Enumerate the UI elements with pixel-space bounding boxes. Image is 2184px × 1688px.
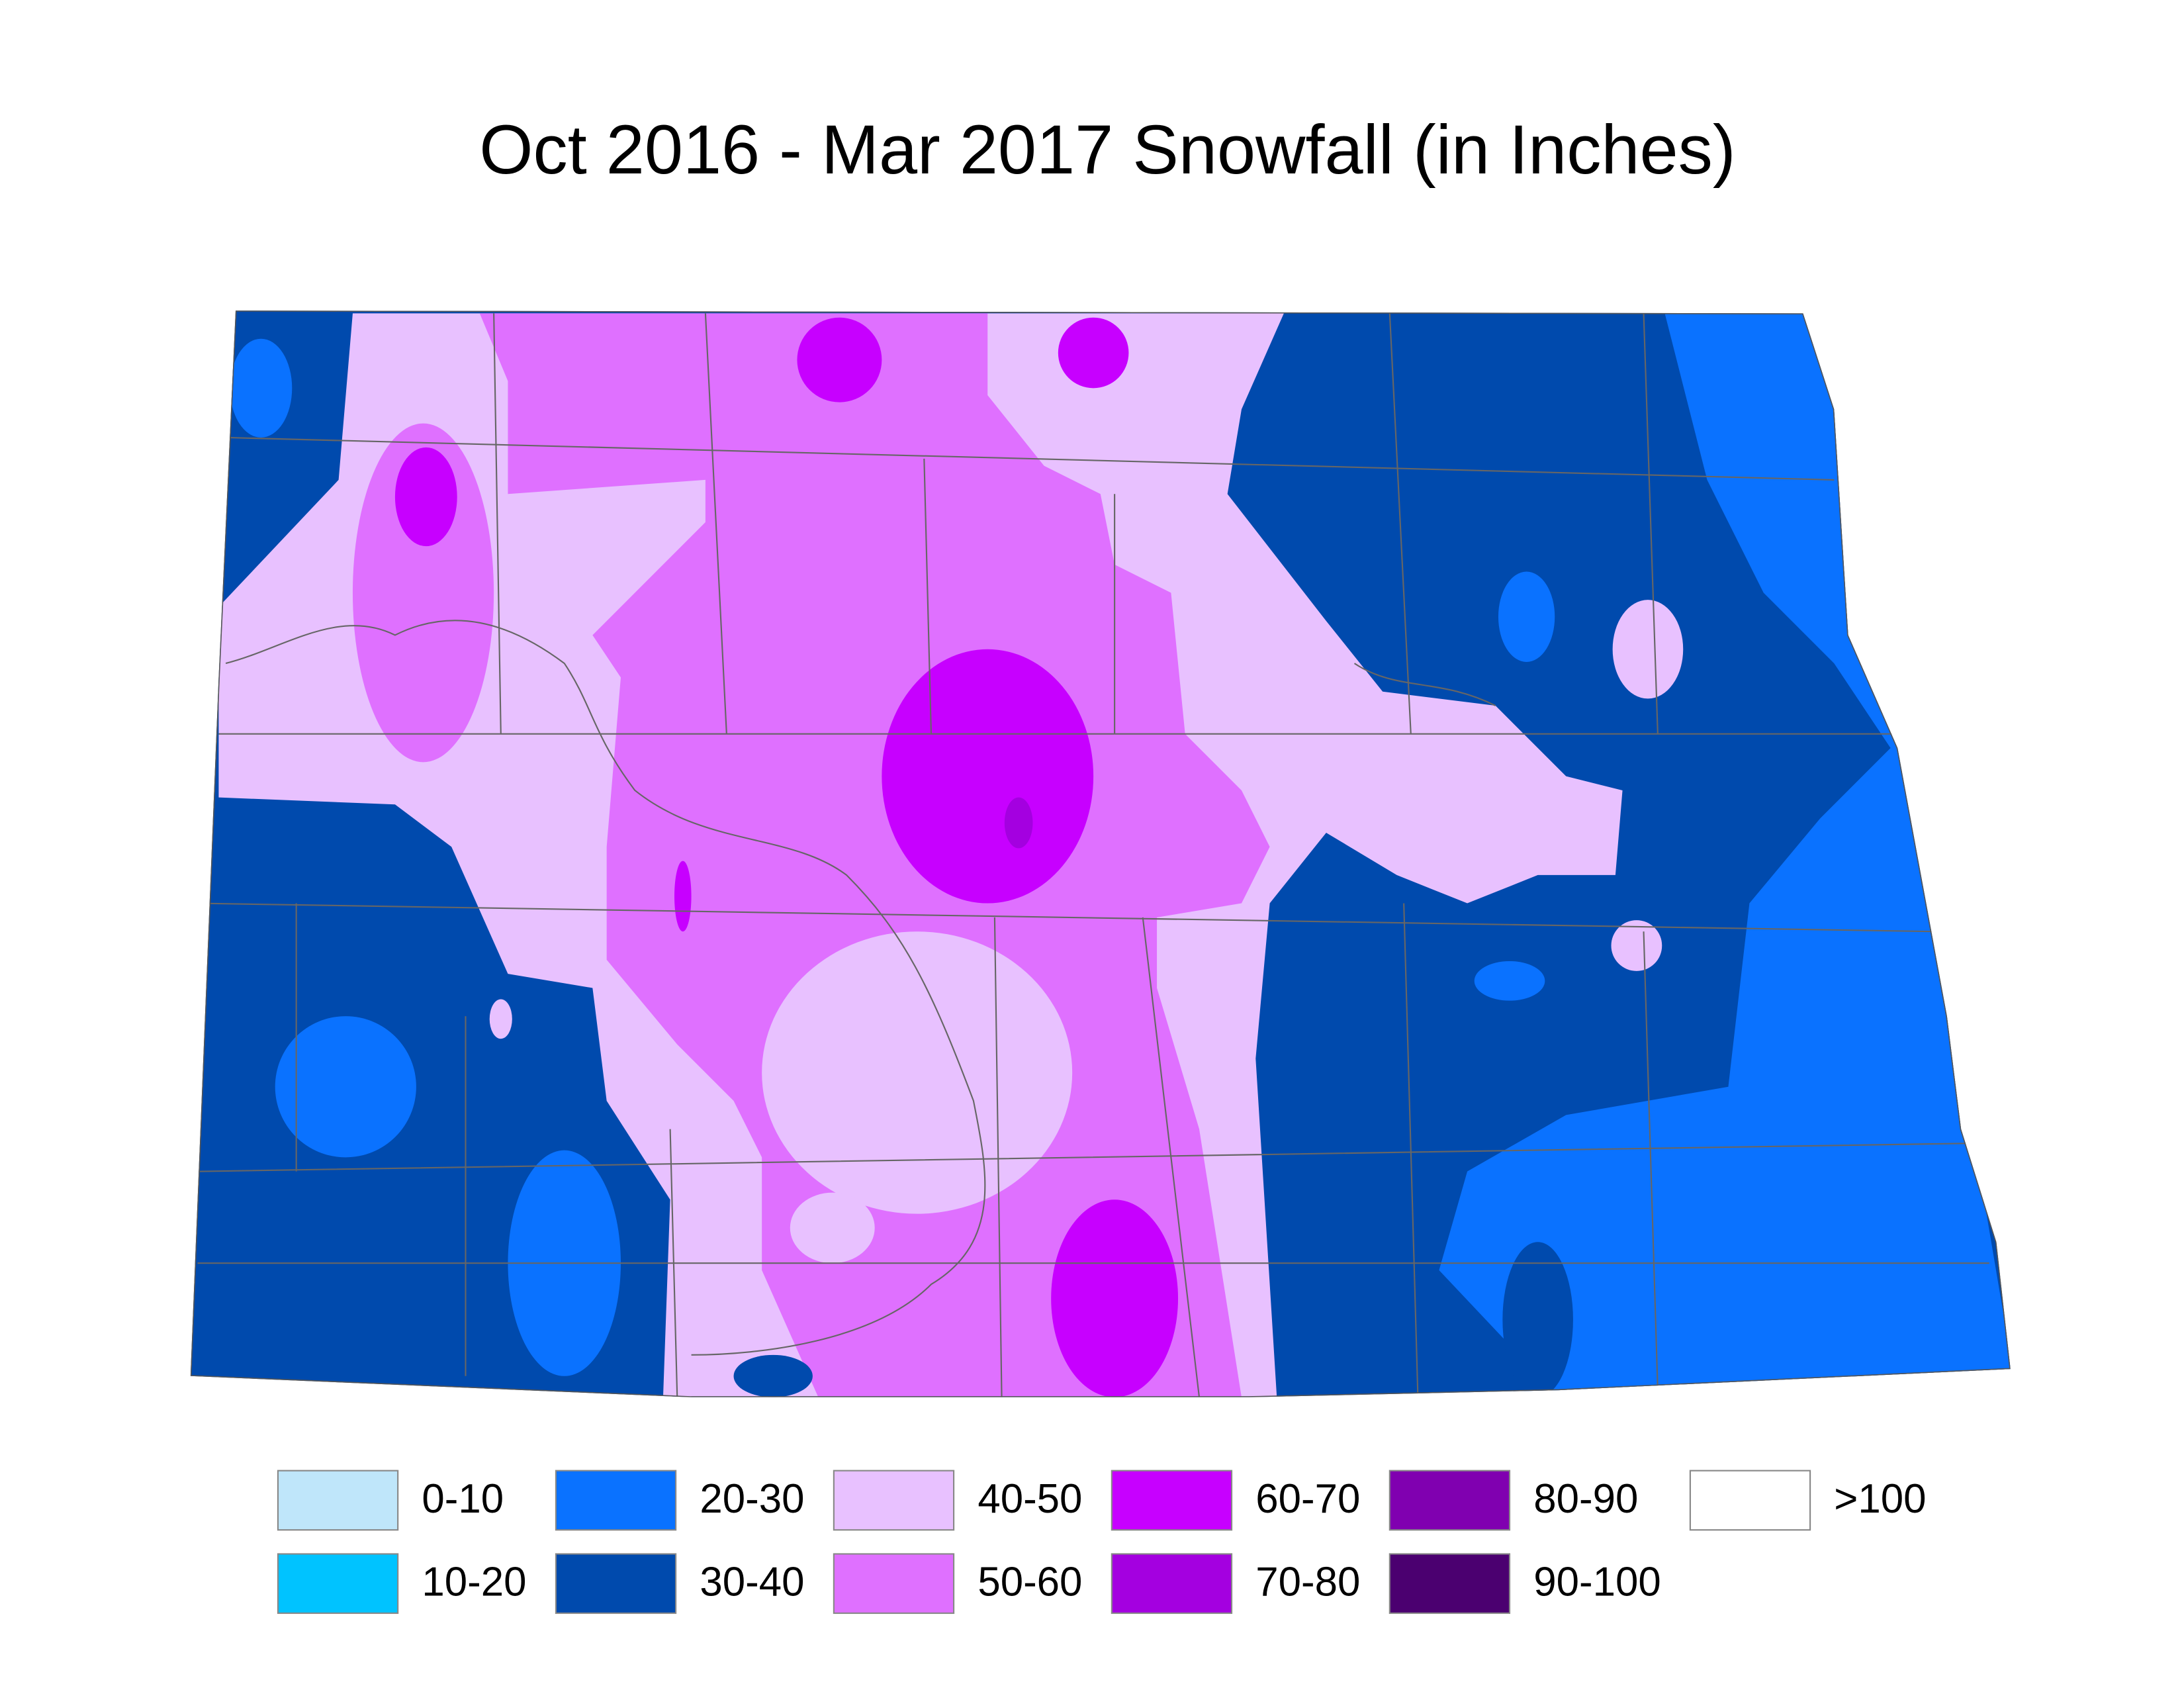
legend-label: 0-10 (422, 1476, 504, 1522)
legend-label: 80-90 (1533, 1476, 1638, 1522)
region (230, 338, 293, 438)
legend-swatch (277, 1553, 399, 1615)
legend-swatch (1388, 1553, 1511, 1615)
legend-label: 90-100 (1533, 1560, 1661, 1605)
legend-swatch (1388, 1470, 1511, 1531)
region (1502, 1242, 1573, 1397)
legend-label: 50-60 (978, 1560, 1082, 1605)
region (1058, 317, 1129, 389)
legend-label: 40-50 (978, 1476, 1082, 1522)
region (1498, 571, 1555, 662)
region (1474, 961, 1545, 1001)
legend-label: 70-80 (1255, 1560, 1360, 1605)
legend-swatch (555, 1470, 677, 1531)
legend-swatch (833, 1553, 955, 1615)
region (790, 1192, 875, 1264)
legend: 0-10 10-20 20-30 30-40 40-50 50-60 60-70 70-80 8… (277, 1470, 1927, 1615)
region (733, 1354, 813, 1397)
legend-swatch (1111, 1470, 1233, 1531)
snowfall-map (190, 310, 2011, 1397)
legend-swatch (833, 1470, 955, 1531)
region (1611, 920, 1662, 971)
legend-label: 20-30 (700, 1476, 804, 1522)
region (352, 423, 494, 763)
region (1612, 600, 1684, 699)
legend-swatch (555, 1553, 677, 1615)
legend-label: 60-70 (1255, 1476, 1360, 1522)
legend-swatch (1111, 1553, 1233, 1615)
region (489, 999, 512, 1039)
region (394, 447, 457, 547)
legend-swatch (277, 1470, 399, 1531)
region (797, 317, 882, 402)
legend-label: 30-40 (700, 1560, 804, 1605)
region (1051, 1199, 1179, 1397)
region (762, 931, 1073, 1214)
legend-label: >100 (1834, 1476, 1926, 1522)
region (882, 649, 1094, 904)
map-title: Oct 2016 - Mar 2017 Snowfall (in Inches) (479, 111, 1735, 189)
legend-swatch (1689, 1470, 1811, 1531)
legend-label: 10-20 (422, 1560, 526, 1605)
region (1004, 797, 1033, 849)
region (674, 861, 692, 932)
county-lines (197, 313, 1989, 1397)
region (275, 1016, 416, 1158)
region (479, 313, 1270, 1397)
